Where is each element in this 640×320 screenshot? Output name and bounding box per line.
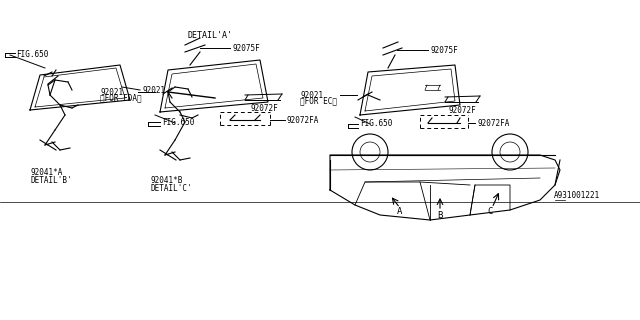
Text: 92021: 92021 xyxy=(100,87,123,97)
Text: 92072FA: 92072FA xyxy=(477,118,509,127)
Text: DETAIL'A': DETAIL'A' xyxy=(188,30,232,39)
Text: 92041*A: 92041*A xyxy=(30,167,62,177)
Text: FIG.650: FIG.650 xyxy=(360,118,392,127)
Text: 〈FOR FDA〉: 〈FOR FDA〉 xyxy=(100,93,141,102)
Text: DETAIL'B': DETAIL'B' xyxy=(30,175,72,185)
Text: 92021: 92021 xyxy=(300,91,323,100)
Text: 92021: 92021 xyxy=(142,85,165,94)
Text: 92072F: 92072F xyxy=(448,106,476,115)
Text: 92072F: 92072F xyxy=(250,103,278,113)
Text: 92075F: 92075F xyxy=(232,44,260,52)
Text: 92075F: 92075F xyxy=(430,45,458,54)
Text: A: A xyxy=(397,207,403,217)
Text: 〈FOR EC〉: 〈FOR EC〉 xyxy=(300,97,337,106)
Text: C: C xyxy=(487,207,493,217)
Text: 92072FA: 92072FA xyxy=(286,116,318,124)
Text: DETAIL'C': DETAIL'C' xyxy=(150,183,191,193)
Text: A931001221: A931001221 xyxy=(554,190,600,199)
Text: FIG.650: FIG.650 xyxy=(162,117,195,126)
Text: 92041*B: 92041*B xyxy=(150,175,182,185)
Text: B: B xyxy=(437,211,443,220)
Text: FIG.650: FIG.650 xyxy=(16,50,49,59)
